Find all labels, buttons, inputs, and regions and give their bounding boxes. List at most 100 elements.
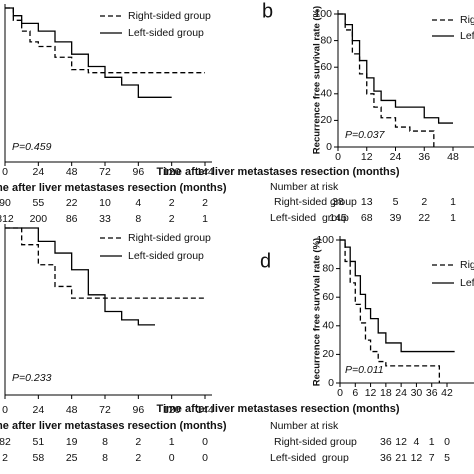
y-tick-label: 100	[316, 234, 334, 246]
risk-title: Number at risk	[270, 420, 339, 432]
y-tick-label: 60	[322, 291, 334, 303]
x-tick-label: 120	[163, 166, 181, 178]
x-tick-label: 0	[337, 387, 343, 399]
x-tick-label: 6	[352, 387, 358, 399]
risk-count: 0	[202, 436, 208, 448]
x-tick-label: 96	[132, 166, 144, 178]
x-tick-label: 24	[390, 151, 402, 163]
risk-count: 145	[329, 212, 347, 224]
risk-count: 7	[429, 452, 435, 464]
risk-count: 2	[169, 197, 175, 209]
legend-label: Right-sided group	[128, 232, 211, 244]
risk-count: 36	[380, 436, 392, 448]
survival-curve	[5, 7, 205, 74]
x-tick-label: 48	[447, 151, 459, 163]
risk-title: Number at risk	[270, 181, 339, 193]
x-tick-label: 72	[99, 404, 111, 416]
risk-count: 1	[450, 212, 456, 224]
risk-count: 200	[30, 213, 48, 225]
risk-row-label: Left-sided group	[270, 452, 349, 464]
risk-count: 2	[2, 452, 8, 464]
x-tick-label: 72	[99, 166, 111, 178]
x-tick-label: 96	[132, 404, 144, 416]
risk-count: 55	[32, 197, 44, 209]
y-tick-label: 80	[320, 34, 332, 46]
x-tick-label: 36	[418, 151, 430, 163]
risk-count: 2	[169, 213, 175, 225]
risk-count: 58	[32, 452, 44, 464]
risk-count: 2	[135, 452, 141, 464]
x-axis-label: Time after liver metastases resection (m…	[156, 403, 399, 415]
legend-label: Left-sided group	[128, 250, 204, 262]
risk-row-label: Right-sided group	[274, 196, 357, 208]
risk-count: 86	[66, 213, 78, 225]
risk-count: 51	[32, 436, 44, 448]
p-value: P=0.233	[12, 372, 52, 384]
risk-count: 0	[169, 452, 175, 464]
x-tick-label: 48	[66, 404, 78, 416]
x-axis-label: Time after liver metastases resection (m…	[0, 420, 227, 432]
risk-count: 5	[444, 452, 450, 464]
x-tick-label: 144	[196, 166, 214, 178]
risk-count: 8	[135, 213, 141, 225]
survival-curve	[338, 13, 453, 124]
risk-count: 1	[429, 436, 435, 448]
legend-label: Right-sided group	[128, 10, 211, 22]
risk-count: 22	[66, 197, 78, 209]
x-tick-label: 36	[426, 387, 438, 399]
x-tick-label: 144	[196, 404, 214, 416]
legend-label: Right-sided group	[460, 259, 474, 271]
risk-count: 38	[332, 196, 344, 208]
risk-count: 22	[418, 212, 430, 224]
legend-label: Left-sided group	[128, 27, 204, 39]
risk-count: 0	[444, 436, 450, 448]
risk-count: 1	[450, 196, 456, 208]
legend-label: Left-sided group	[460, 30, 474, 42]
panel-label: b	[262, 0, 273, 22]
risk-count: 13	[361, 196, 373, 208]
p-value: P=0.459	[12, 141, 52, 153]
survival-curve	[5, 227, 205, 299]
risk-count: 8	[102, 452, 108, 464]
risk-count: 19	[66, 436, 78, 448]
x-tick-label: 0	[335, 151, 341, 163]
risk-count: 90	[0, 197, 11, 209]
x-tick-label: 48	[66, 166, 78, 178]
survival-curve	[340, 239, 455, 353]
y-tick-label: 60	[320, 61, 332, 73]
risk-count: 12	[411, 452, 423, 464]
risk-count: 82	[0, 436, 11, 448]
p-value: P=0.011	[345, 364, 384, 376]
risk-count: 2	[135, 436, 141, 448]
x-tick-label: 18	[380, 387, 392, 399]
risk-row-label: Left-sided group	[270, 212, 349, 224]
risk-count: 21	[395, 452, 407, 464]
x-tick-label: 24	[32, 166, 44, 178]
risk-row-label: Right-sided group	[274, 436, 357, 448]
y-axis-label: Recurrence free survival rate (%)	[312, 238, 323, 386]
survival-curve	[5, 227, 155, 326]
risk-count: 8	[102, 436, 108, 448]
y-tick-label: 0	[328, 377, 334, 389]
y-tick-label: 20	[320, 114, 332, 126]
y-tick-label: 20	[322, 348, 334, 360]
risk-count: 4	[414, 436, 420, 448]
risk-count: 33	[99, 213, 111, 225]
x-axis-label: Time after liver metastases resection (m…	[156, 166, 399, 178]
survival-curve	[5, 7, 172, 98]
risk-count: 1	[202, 213, 208, 225]
legend-label: Left-sided group	[460, 277, 474, 289]
risk-count: 68	[361, 212, 373, 224]
risk-count: 25	[66, 452, 78, 464]
risk-count: 4	[135, 197, 141, 209]
x-tick-label: 30	[411, 387, 423, 399]
panel-label: d	[260, 250, 271, 272]
risk-count: 312	[0, 213, 14, 225]
risk-count: 2	[421, 196, 427, 208]
y-tick-label: 100	[314, 8, 332, 20]
risk-count: 1	[169, 436, 175, 448]
risk-count: 5	[393, 196, 399, 208]
p-value: P=0.037	[345, 129, 386, 141]
